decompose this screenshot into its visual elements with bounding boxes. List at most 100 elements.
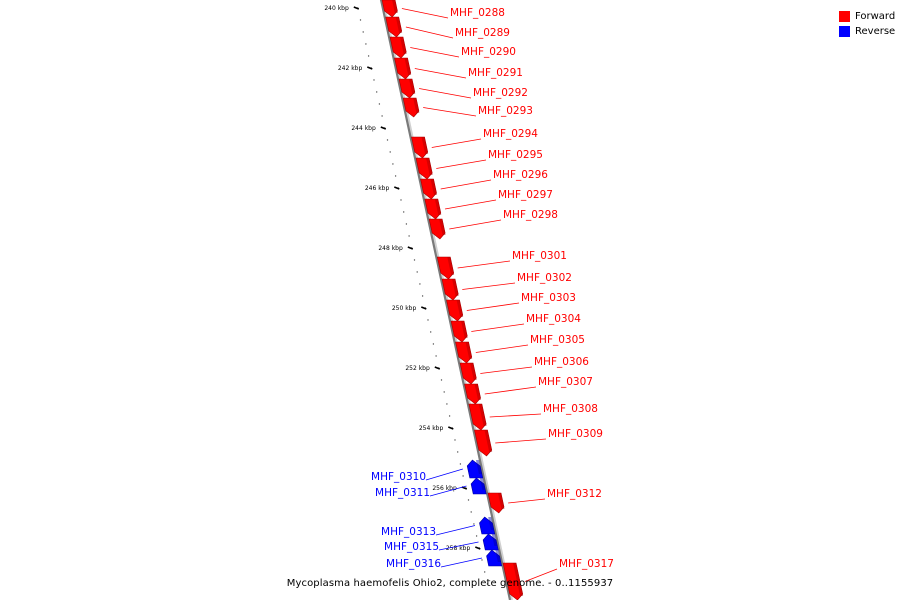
gene-arrow[interactable] [389, 36, 407, 59]
gene-label[interactable]: MHF_0316 [386, 558, 441, 570]
gene-mhf_0289[interactable]: MHF_0289 [385, 16, 510, 39]
gene-arrow[interactable] [402, 97, 420, 118]
gene-arrow[interactable] [502, 562, 524, 601]
gene-arrow[interactable] [420, 178, 437, 200]
gene-label[interactable]: MHF_0302 [517, 272, 572, 284]
gene-label[interactable]: MHF_0311 [375, 487, 430, 499]
gene-arrow[interactable] [479, 516, 496, 535]
gene-label[interactable]: MHF_0315 [384, 541, 439, 553]
gene-label[interactable]: MHF_0290 [461, 46, 516, 58]
gene-arrow[interactable] [446, 299, 464, 322]
gene-arrow[interactable] [459, 362, 477, 385]
gene-mhf_0303[interactable]: MHF_0303 [446, 292, 576, 322]
gene-arrow[interactable] [482, 533, 499, 551]
gene-mhf_0317[interactable]: MHF_0317 [502, 558, 614, 601]
gene-arrow[interactable] [450, 320, 468, 343]
gene-mhf_0291[interactable]: MHF_0291 [394, 57, 523, 80]
gene-label[interactable]: MHF_0293 [478, 105, 533, 117]
gene-mhf_0306[interactable]: MHF_0306 [459, 356, 589, 385]
gene-mhf_0315[interactable]: MHF_0315 [384, 533, 499, 553]
gene-label[interactable]: MHF_0292 [473, 87, 528, 99]
gene-leader-line [484, 386, 537, 395]
gene-label[interactable]: MHF_0296 [493, 169, 548, 181]
gene-arrow-shade [421, 137, 429, 154]
gene-arrow[interactable] [424, 198, 442, 220]
gene-mhf_0311[interactable]: MHF_0311 [375, 477, 487, 499]
gene-leader-line [440, 557, 483, 568]
gene-label[interactable]: MHF_0310 [371, 471, 426, 483]
gene-mhf_0309[interactable]: MHF_0309 [474, 428, 603, 457]
gene-mhf_0305[interactable]: MHF_0305 [455, 334, 585, 364]
gene-arrow[interactable] [466, 459, 484, 479]
gene-label[interactable]: MHF_0309 [548, 428, 603, 440]
gene-arrow-shade [484, 430, 493, 452]
gene-mhf_0290[interactable]: MHF_0290 [389, 36, 516, 59]
gene-mhf_0316[interactable]: MHF_0316 [386, 549, 503, 570]
gene-label[interactable]: MHF_0294 [483, 128, 538, 140]
gene-label[interactable]: MHF_0301 [512, 250, 567, 262]
gene-mhf_0294[interactable]: MHF_0294 [411, 128, 539, 159]
gene-label[interactable]: MHF_0297 [498, 189, 553, 201]
gene-mhf_0308[interactable]: MHF_0308 [468, 403, 598, 431]
gene-arrow[interactable] [470, 477, 487, 495]
gene-label[interactable]: MHF_0304 [526, 313, 581, 325]
gene-mhf_0298[interactable]: MHF_0298 [428, 209, 558, 240]
gene-leader-line [438, 541, 479, 551]
gene-arrow[interactable] [385, 16, 403, 38]
gene-arrow-shade [395, 17, 403, 33]
gene-arrow[interactable] [468, 403, 487, 431]
gene-label[interactable]: MHF_0298 [503, 209, 558, 221]
gene-arrow-shade [513, 563, 524, 596]
gene-arrow[interactable] [486, 549, 503, 567]
gene-label[interactable]: MHF_0303 [521, 292, 576, 304]
gene-leader-line [425, 468, 463, 481]
gene-arrow-shade [488, 517, 494, 530]
gene-label[interactable]: MHF_0291 [468, 67, 523, 79]
gene-arrow[interactable] [394, 57, 412, 80]
gene-mhf_0301[interactable]: MHF_0301 [436, 250, 567, 280]
gene-arrow[interactable] [398, 78, 416, 99]
gene-arrow[interactable] [474, 429, 493, 457]
gene-label[interactable]: MHF_0312 [547, 488, 602, 500]
gene-label[interactable]: MHF_0288 [450, 7, 505, 19]
gene-mhf_0304[interactable]: MHF_0304 [450, 313, 581, 343]
gene-arrow-shade [470, 363, 477, 380]
gene-mhf_0297[interactable]: MHF_0297 [424, 189, 553, 220]
legend-forward-label: Forward [855, 11, 896, 22]
gene-arrow[interactable] [411, 136, 429, 159]
gene-arrow[interactable] [487, 492, 505, 514]
gene-arrow[interactable] [428, 218, 446, 240]
gene-arrow[interactable] [415, 157, 433, 180]
gene-arrow[interactable] [455, 341, 473, 364]
gene-label[interactable]: MHF_0317 [559, 558, 614, 570]
gene-arrow[interactable] [464, 383, 481, 405]
gene-mhf_0313[interactable]: MHF_0313 [381, 516, 496, 538]
gene-mhf_0293[interactable]: MHF_0293 [402, 97, 533, 118]
gene-arrow[interactable] [436, 256, 455, 280]
gene-mhf_0292[interactable]: MHF_0292 [398, 78, 528, 99]
gene-label[interactable]: MHF_0308 [543, 403, 598, 415]
gene-mhf_0288[interactable]: MHF_0288 [381, 0, 505, 19]
ruler-tick [394, 186, 400, 190]
gene-mhf_0295[interactable]: MHF_0295 [415, 149, 543, 180]
gene-arrow[interactable] [441, 278, 459, 301]
gene-arrow-shade [491, 534, 498, 546]
gene-label[interactable]: MHF_0313 [381, 526, 436, 538]
gene-leader-line [462, 282, 516, 290]
gene-leader-line [405, 26, 454, 39]
gene-label[interactable]: MHF_0307 [538, 376, 593, 388]
gene-mhf_0312[interactable]: MHF_0312 [487, 488, 602, 514]
gene-label[interactable]: MHF_0306 [534, 356, 589, 368]
gene-label[interactable]: MHF_0289 [455, 27, 510, 39]
gene-leader-line [423, 107, 477, 117]
ruler-tick-label: 246 kbp [365, 185, 390, 192]
gene-label[interactable]: MHF_0305 [530, 334, 585, 346]
gene-mhf_0302[interactable]: MHF_0302 [441, 272, 572, 301]
gene-arrow[interactable] [381, 0, 398, 18]
gene-mhf_0296[interactable]: MHF_0296 [420, 169, 549, 200]
gene-mhf_0310[interactable]: MHF_0310 [371, 459, 484, 483]
ruler-tick-label: 240 kbp [324, 5, 349, 12]
gene-mhf_0307[interactable]: MHF_0307 [464, 376, 593, 405]
gene-label[interactable]: MHF_0295 [488, 149, 543, 161]
